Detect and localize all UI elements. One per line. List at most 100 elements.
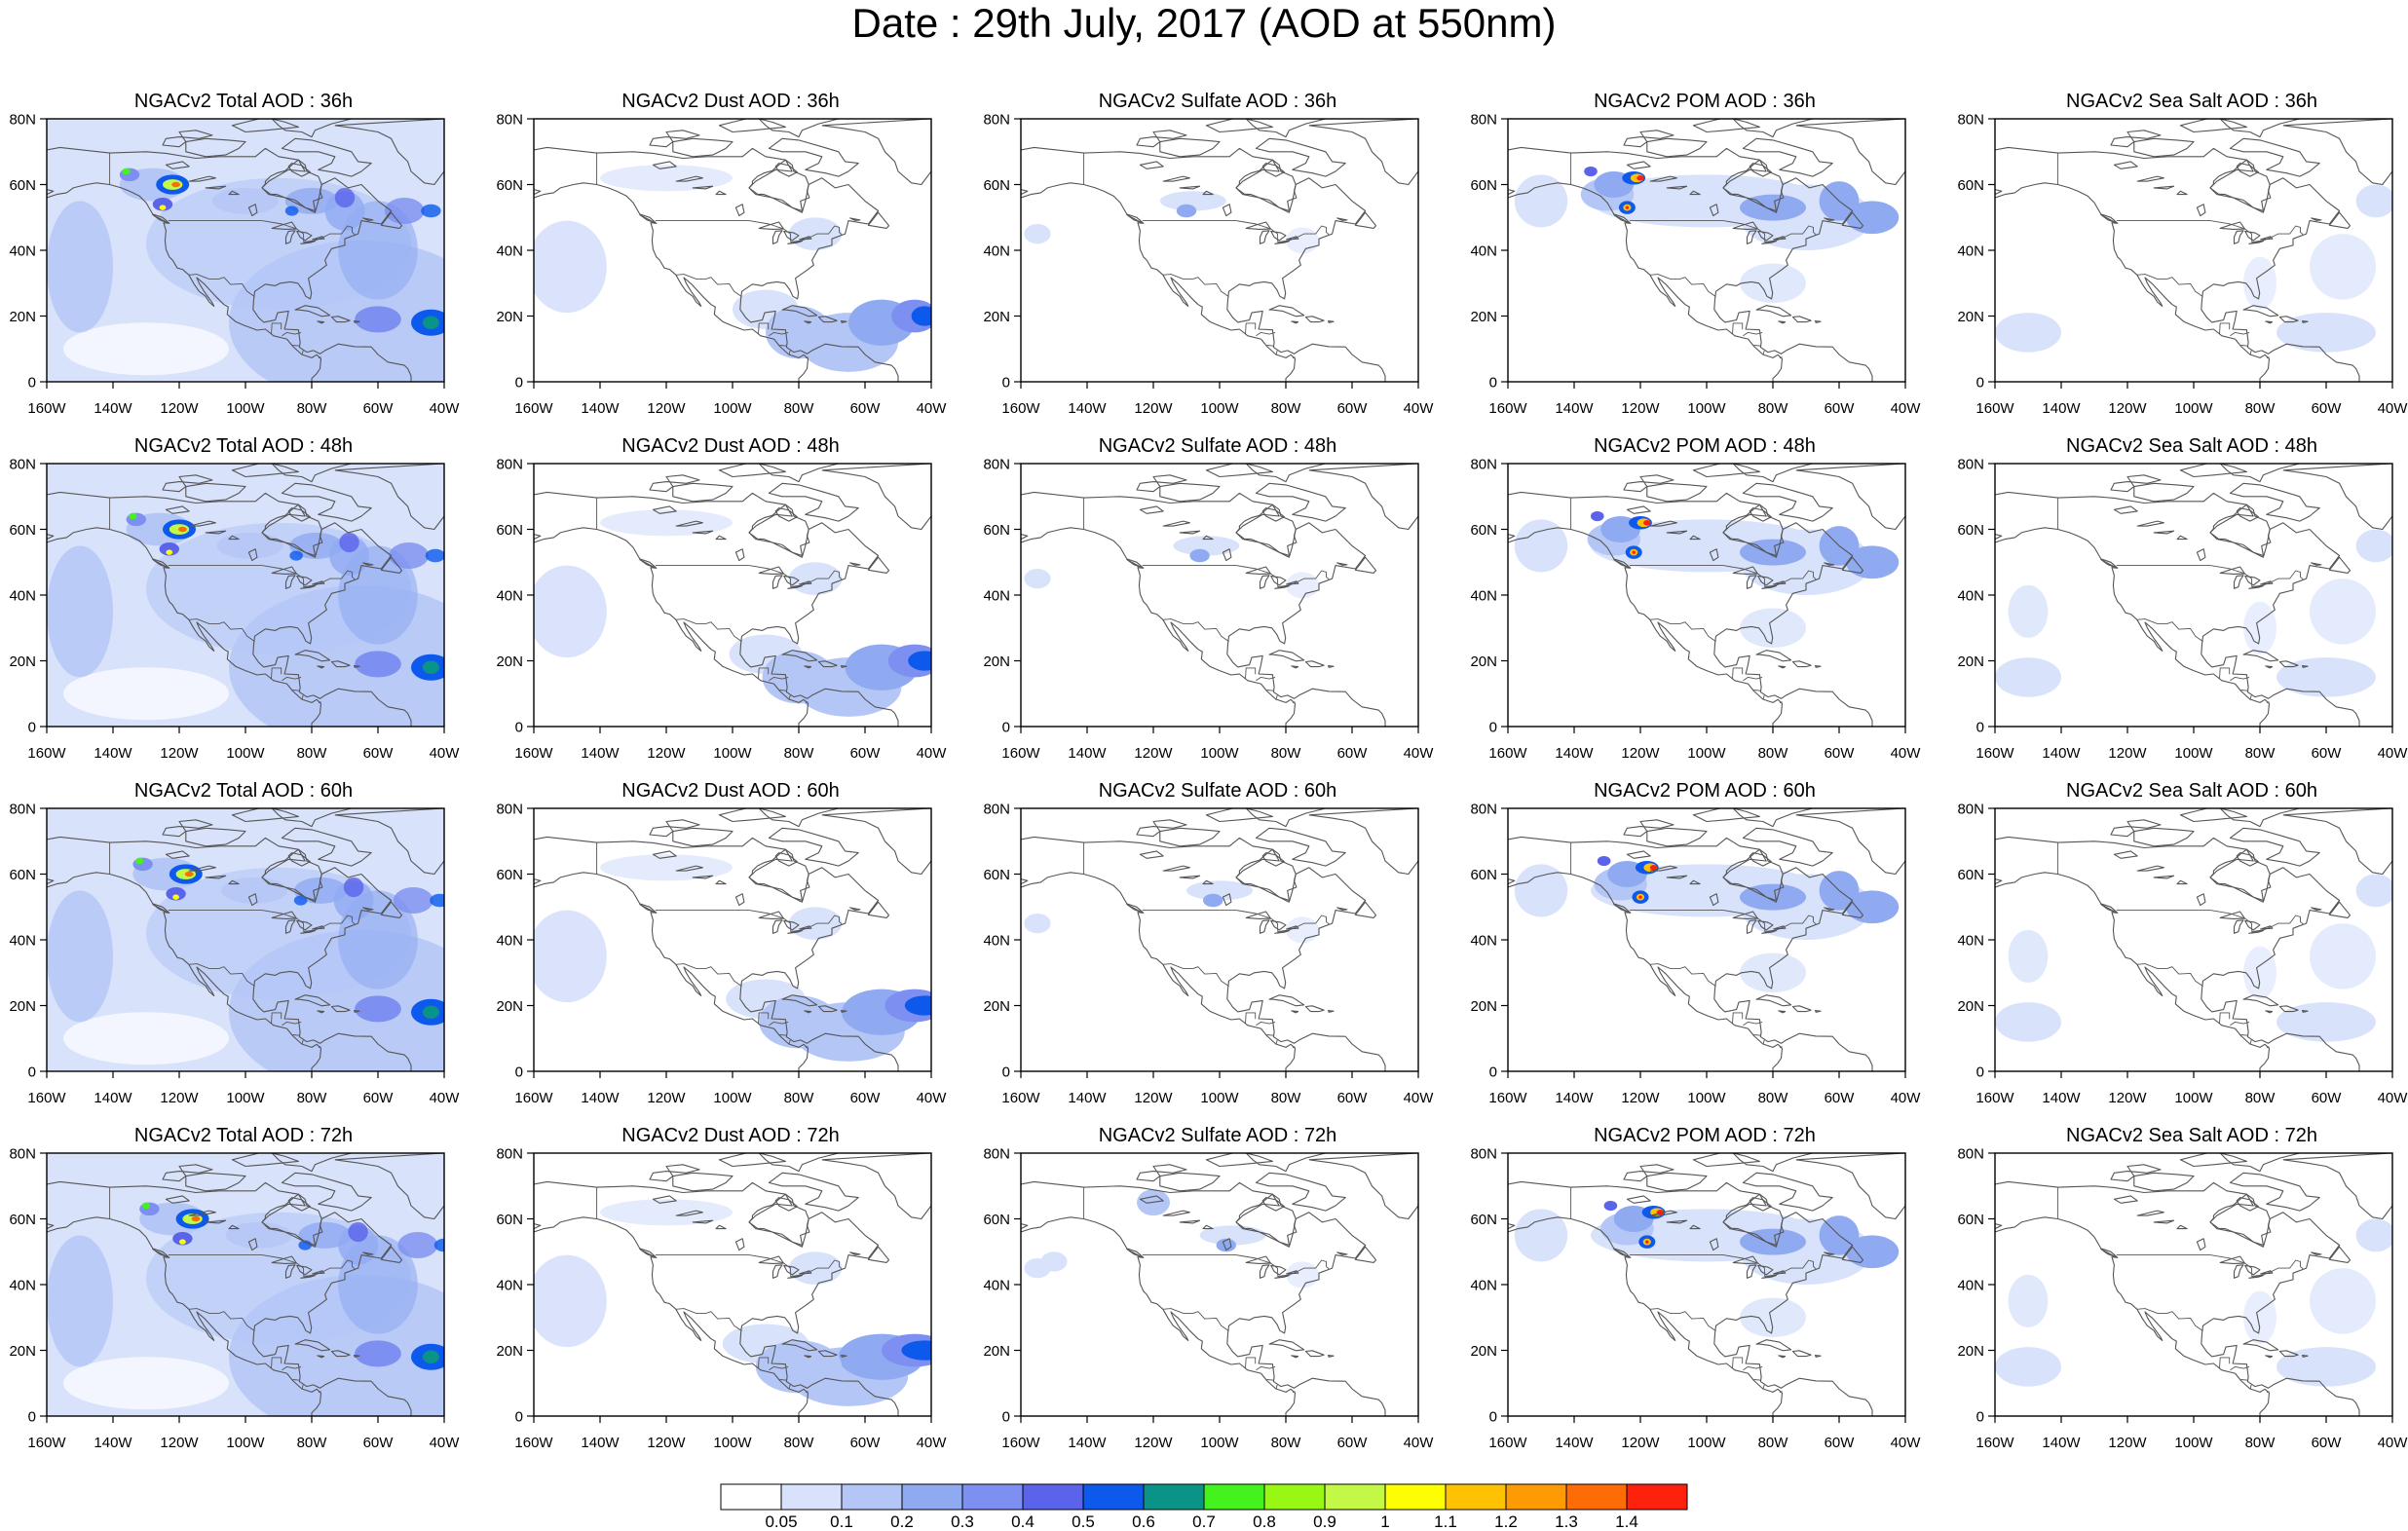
- panel-title: NGACv2 Sea Salt AOD : 36h: [2066, 91, 2317, 112]
- lat-tick-label: 60N: [983, 867, 1010, 883]
- lon-tick-label: 40W: [1404, 400, 1435, 417]
- lon-tick-label: 160W: [27, 400, 66, 417]
- lat-tick-label: 80N: [983, 457, 1010, 473]
- lon-tick-label: 160W: [1975, 1435, 2014, 1451]
- lat-tick-label: 0: [1002, 1409, 1010, 1426]
- colorbar-swatch: [1324, 1483, 1386, 1511]
- colorbar-label: 0.1: [830, 1512, 853, 1531]
- colorbar-label: 0.5: [1072, 1512, 1095, 1531]
- map-panel: NGACv2 Sea Salt AOD : 60h 80N 60N 40N 20N 0 16…: [1948, 779, 2408, 1124]
- lon-tick-label: 120W: [647, 1435, 686, 1451]
- panel-title: NGACv2 Total AOD : 48h: [133, 435, 354, 457]
- panel-title: NGACv2 POM AOD : 60h: [1594, 780, 1816, 802]
- lon-tick-label: 160W: [514, 1435, 553, 1451]
- colorbar-swatch: [1263, 1483, 1326, 1511]
- lon-tick-label: 120W: [2108, 1090, 2147, 1106]
- panel-title: NGACv2 Sulfate AOD : 72h: [1098, 1125, 1337, 1146]
- lon-tick-label: 160W: [1001, 1090, 1040, 1106]
- map-frame: [1507, 118, 1906, 383]
- colorbar-label: 0.6: [1132, 1512, 1155, 1531]
- lat-tick-label: 80N: [9, 457, 36, 473]
- lon-tick-label: 120W: [1134, 1435, 1173, 1451]
- lon-tick-label: 160W: [1488, 400, 1527, 417]
- lat-tick-label: 40N: [983, 1278, 1010, 1294]
- colorbar-label: 0.4: [1011, 1512, 1035, 1531]
- lon-tick-label: 160W: [1488, 1090, 1527, 1106]
- lon-tick-label: 160W: [514, 1090, 553, 1106]
- lat-tick-label: 0: [28, 1064, 36, 1081]
- lon-tick-label: 60W: [850, 1435, 882, 1451]
- map-frame: [1020, 807, 1419, 1072]
- lat-tick-label: 0: [1489, 375, 1497, 392]
- lon-tick-label: 160W: [1488, 745, 1527, 762]
- panel-title: NGACv2 Dust AOD : 36h: [621, 91, 840, 112]
- lat-tick-label: 0: [1002, 720, 1010, 736]
- lon-tick-label: 60W: [2312, 1435, 2343, 1451]
- lon-tick-label: 100W: [1200, 745, 1239, 762]
- lat-tick-label: 40N: [1470, 588, 1497, 605]
- lon-tick-label: 120W: [1134, 400, 1173, 417]
- lon-tick-label: 40W: [917, 1090, 948, 1106]
- lat-tick-label: 0: [1976, 1064, 1984, 1081]
- map-panel: NGACv2 Sulfate AOD : 48h 80N 60N 40N 20N 0 160…: [974, 434, 1461, 779]
- aod-map: 80N 60N 40N 20N 0 160W 140W 120W 100W 80W 60W 40W: [9, 112, 460, 418]
- lat-tick-label: 40N: [496, 588, 523, 605]
- lat-tick-label: 40N: [983, 933, 1010, 950]
- aod-map: 80N 60N 40N 20N 0 160W 140W 120W 100W 80W 60W 40W: [983, 1146, 1434, 1452]
- lat-tick-label: 40N: [1470, 243, 1497, 260]
- colorbar-swatch: [1445, 1483, 1507, 1511]
- lat-tick-label: 20N: [1957, 653, 1984, 670]
- lon-tick-label: 140W: [94, 745, 132, 762]
- lon-tick-label: 40W: [1891, 1090, 1922, 1106]
- lat-tick-label: 80N: [983, 112, 1010, 129]
- colorbar-swatch: [780, 1483, 843, 1511]
- colorbar-label: 0.7: [1192, 1512, 1216, 1531]
- lat-tick-label: 60N: [1957, 177, 1984, 194]
- aod-map: 80N 60N 40N 20N 0 160W 140W 120W 100W 80W 60W 40W: [496, 112, 947, 418]
- lon-tick-label: 160W: [514, 745, 553, 762]
- lat-tick-label: 20N: [496, 309, 523, 325]
- colorbar-swatch: [841, 1483, 903, 1511]
- map-panel: NGACv2 Sulfate AOD : 60h 80N 60N 40N 20N 0 160…: [974, 779, 1461, 1124]
- lat-tick-label: 20N: [983, 653, 1010, 670]
- lon-tick-label: 100W: [713, 400, 752, 417]
- lon-tick-label: 160W: [1488, 1435, 1527, 1451]
- colorbar-swatch: [1384, 1483, 1447, 1511]
- lat-tick-label: 0: [1002, 375, 1010, 392]
- panel-title: NGACv2 Sulfate AOD : 36h: [1098, 91, 1337, 112]
- panel-title: NGACv2 Sea Salt AOD : 48h: [2066, 435, 2317, 457]
- lon-tick-label: 120W: [2108, 745, 2147, 762]
- lon-tick-label: 120W: [1621, 1435, 1660, 1451]
- lat-tick-label: 20N: [9, 1343, 36, 1360]
- lon-tick-label: 160W: [1975, 745, 2014, 762]
- lon-tick-label: 100W: [1200, 400, 1239, 417]
- panel-title: NGACv2 Total AOD : 72h: [133, 1125, 354, 1146]
- lon-tick-label: 60W: [363, 1435, 395, 1451]
- lon-tick-label: 100W: [2174, 1090, 2213, 1106]
- lon-tick-label: 40W: [917, 1435, 948, 1451]
- lat-tick-label: 20N: [1470, 1343, 1497, 1360]
- lon-tick-label: 140W: [1068, 745, 1107, 762]
- colorbar-swatch: [1143, 1483, 1205, 1511]
- lon-tick-label: 160W: [1975, 1090, 2014, 1106]
- lat-tick-label: 40N: [1470, 1278, 1497, 1294]
- lon-tick-label: 120W: [1621, 1090, 1660, 1106]
- aod-map: 80N 60N 40N 20N 0 160W 140W 120W 100W 80W 60W 40W: [1470, 112, 1921, 418]
- lon-tick-label: 140W: [2042, 1090, 2081, 1106]
- map-frame: [1020, 1152, 1419, 1417]
- lat-tick-label: 0: [515, 375, 523, 392]
- lat-tick-label: 80N: [496, 112, 523, 129]
- lon-tick-label: 40W: [1404, 1090, 1435, 1106]
- lat-tick-label: 0: [1976, 375, 1984, 392]
- aod-map: 80N 60N 40N 20N 0 160W 140W 120W 100W 80W 60W 40W: [1957, 112, 2408, 418]
- lat-tick-label: 0: [1976, 720, 1984, 736]
- colorbar-swatch: [1082, 1483, 1145, 1511]
- lon-tick-label: 140W: [1555, 1435, 1594, 1451]
- lon-tick-label: 100W: [1687, 745, 1726, 762]
- lon-tick-label: 40W: [2378, 745, 2408, 762]
- lat-tick-label: 60N: [496, 177, 523, 194]
- lon-tick-label: 40W: [1891, 745, 1922, 762]
- map-panel: NGACv2 Sea Salt AOD : 72h 80N 60N 40N 20N 0 16…: [1948, 1124, 2408, 1469]
- colorbar: 0.05 0.1 0.2 0.3 0.4 0.5 0.6 0.7 0.8 0.9 1 1.1 1.2 1.…: [720, 1482, 1689, 1531]
- map-panel: NGACv2 POM AOD : 36h 80N 60N 40N 20N 0 160W 140…: [1461, 90, 1948, 434]
